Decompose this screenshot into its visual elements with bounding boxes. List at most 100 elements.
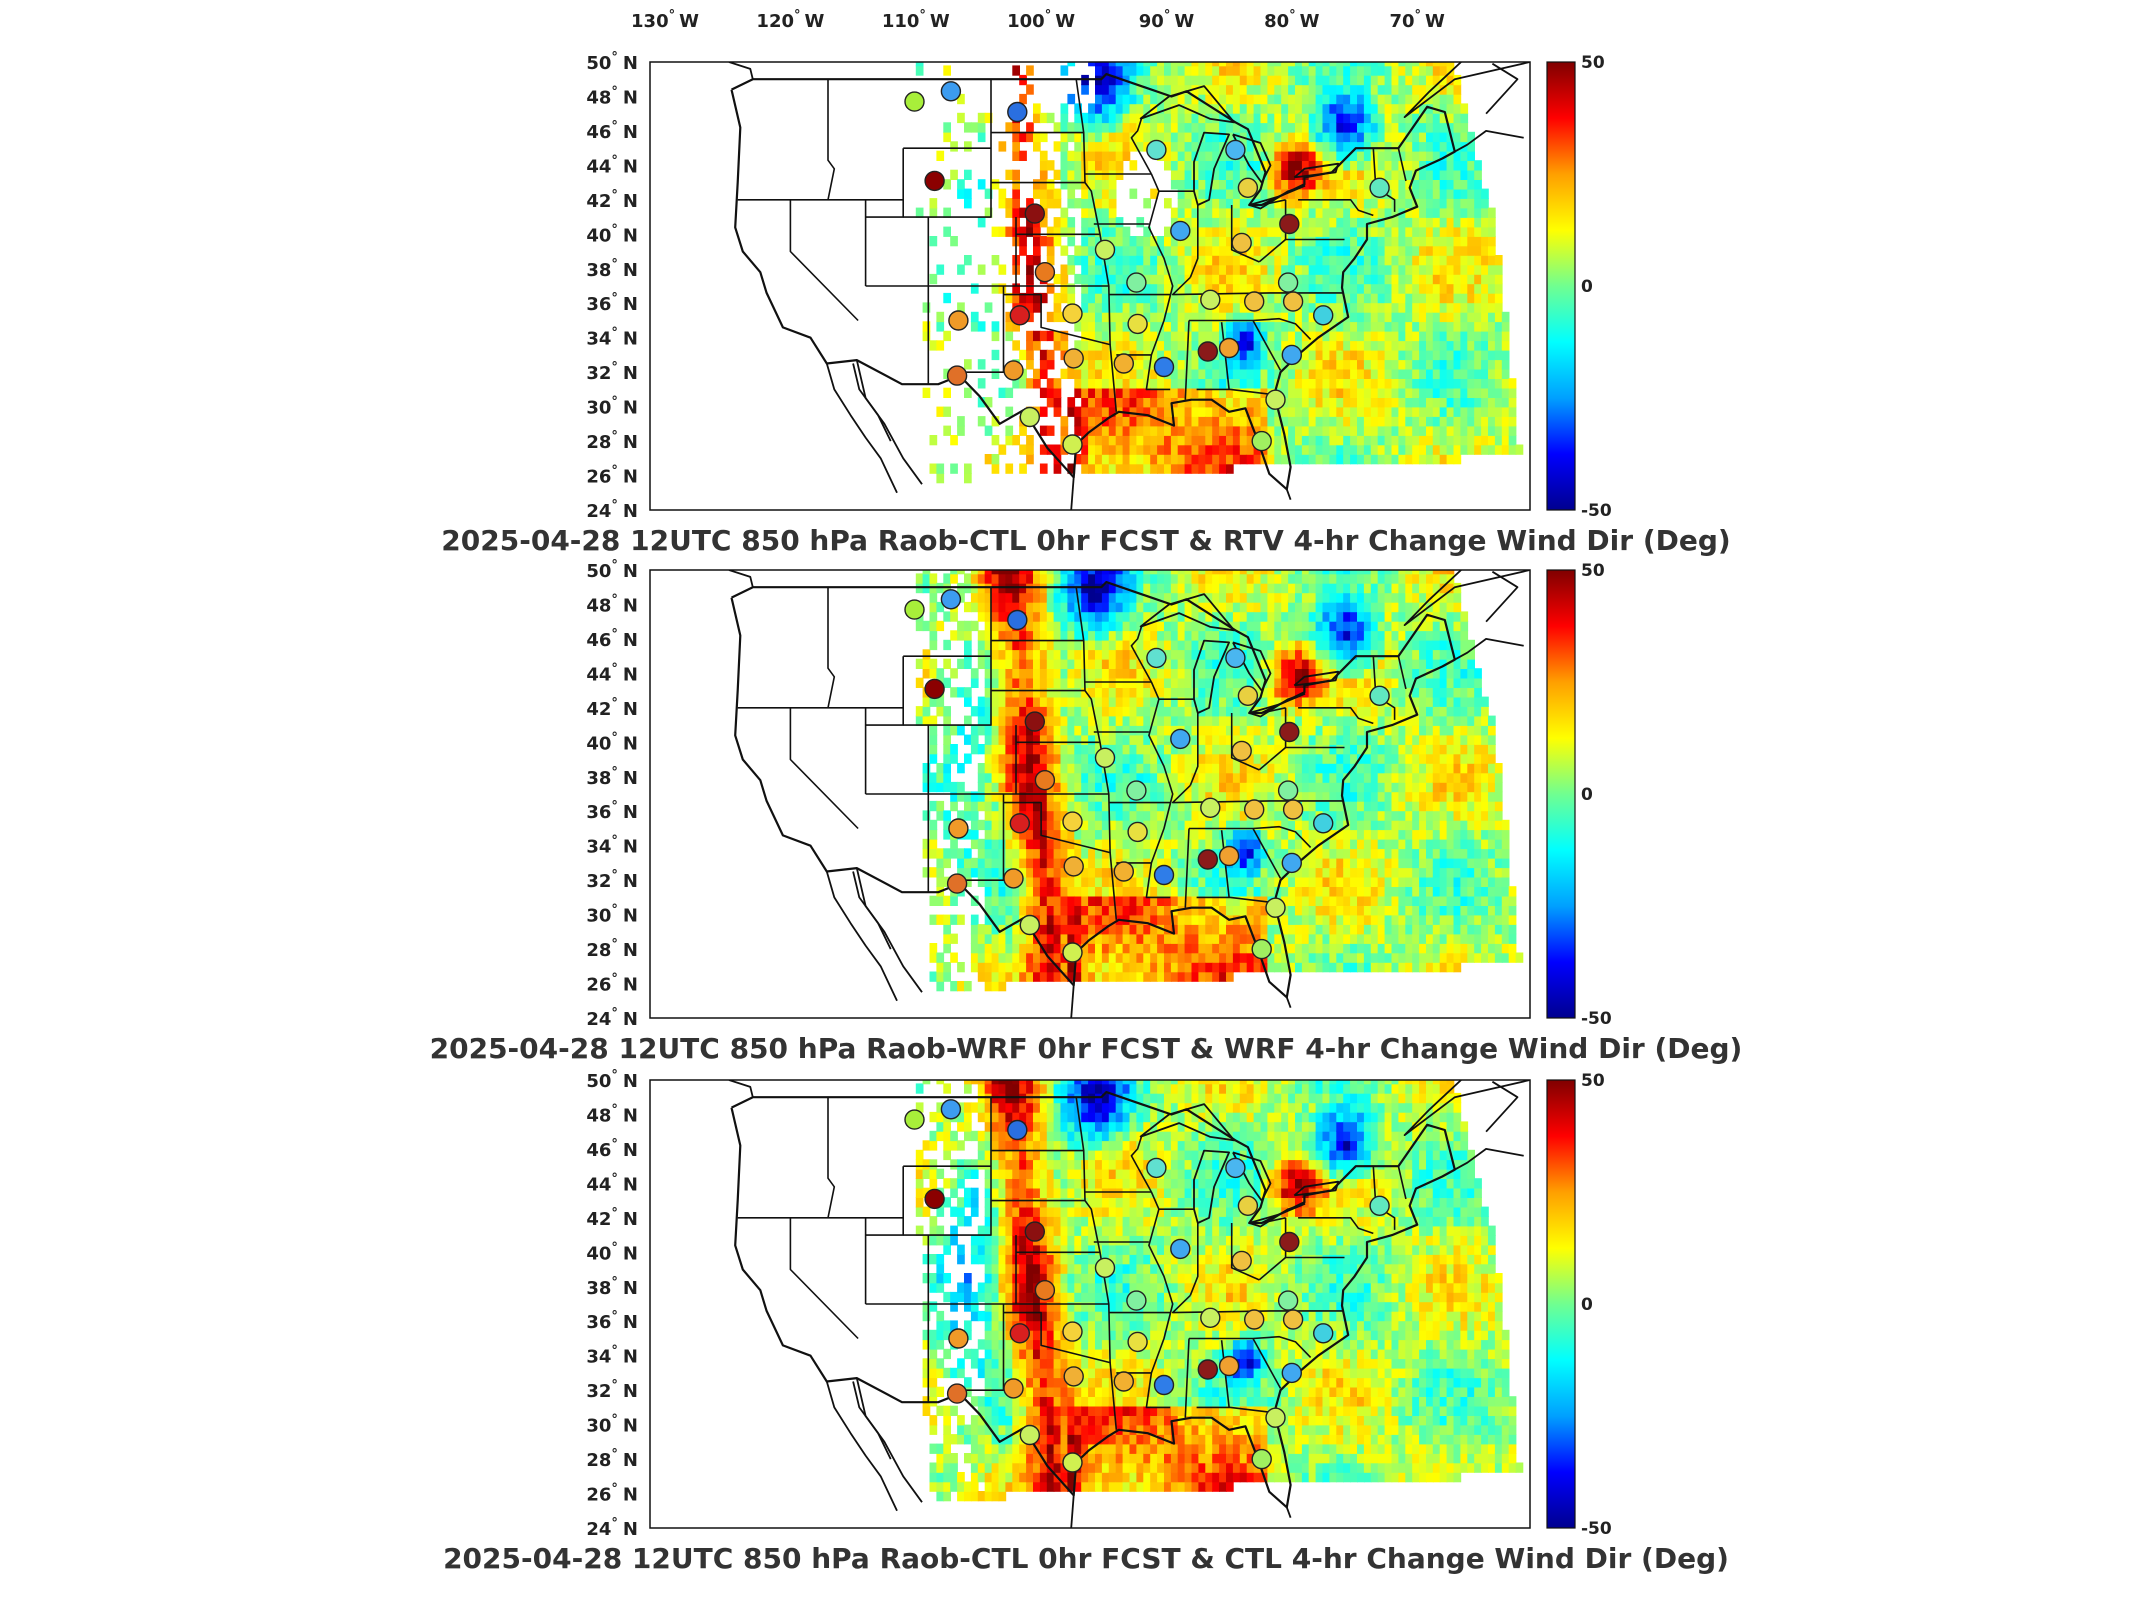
raob-station-marker: [949, 1329, 968, 1348]
colorbar: 50 0 -50: [1547, 53, 1612, 521]
colorbar-tick-label: 0: [1581, 1295, 1593, 1315]
raob-station-marker: [1020, 916, 1039, 935]
lat-tick-label: 32°N: [586, 868, 638, 892]
raob-station-marker: [1171, 729, 1190, 748]
lat-tick-label: 44°N: [586, 661, 638, 685]
colorbar-tick-label: 0: [1581, 277, 1593, 297]
raob-station-marker: [1284, 292, 1303, 311]
colorbar-tick-label: -50: [1581, 1519, 1612, 1539]
raob-station-marker: [1147, 1158, 1166, 1177]
map-panel-3: 50°N48°N46°N44°N42°N40°N38°N36°N34°N32°N…: [443, 1068, 1729, 1575]
raob-station-marker: [1064, 349, 1083, 368]
raob-station-marker: [925, 171, 944, 190]
raob-station-marker: [1127, 781, 1146, 800]
lat-tick-label: 28°N: [586, 937, 638, 961]
raob-station-marker: [1010, 1324, 1029, 1343]
raob-station-marker: [905, 92, 924, 111]
raob-station-marker: [1155, 866, 1174, 885]
raob-station-marker: [1035, 1281, 1054, 1300]
raob-station-marker: [1314, 306, 1333, 325]
colorbar-tick-label: 50: [1581, 1071, 1605, 1091]
raob-station-marker: [948, 366, 967, 385]
lon-tick-label: 120°W: [756, 8, 824, 32]
raob-station-marker: [1035, 263, 1054, 282]
lat-tick-label: 38°N: [586, 257, 638, 281]
raob-station-marker: [1226, 140, 1245, 159]
raob-station-marker: [1063, 1453, 1082, 1472]
raob-station-marker: [949, 311, 968, 330]
lat-tick-label: 32°N: [586, 360, 638, 384]
raob-station-marker: [1314, 1324, 1333, 1343]
raob-station-marker: [1114, 862, 1133, 881]
lat-tick-label: 46°N: [586, 1137, 638, 1161]
raob-station-marker: [1226, 648, 1245, 667]
raob-station-marker: [1147, 648, 1166, 667]
latitude-axis: 50°N48°N46°N44°N42°N40°N38°N36°N34°N32°N…: [586, 50, 638, 522]
panel-title: 2025-04-28 12UTC 850 hPa Raob-CTL 0hr FC…: [441, 524, 1730, 557]
raob-station-marker: [1232, 1251, 1251, 1270]
raob-station-marker: [1198, 1360, 1217, 1379]
panel-title: 2025-04-28 12UTC 850 hPa Raob-WRF 0hr FC…: [430, 1032, 1743, 1065]
lat-tick-label: 50°N: [586, 1068, 638, 1092]
lat-tick-label: 40°N: [586, 222, 638, 246]
raob-station-marker: [1284, 1310, 1303, 1329]
lat-tick-label: 28°N: [586, 429, 638, 453]
raob-station-marker: [1245, 1310, 1264, 1329]
raob-station-marker: [1114, 1372, 1133, 1391]
colorbar-tick-label: -50: [1581, 501, 1612, 521]
latitude-axis: 50°N48°N46°N44°N42°N40°N38°N36°N34°N32°N…: [586, 558, 638, 1030]
lat-tick-label: 40°N: [586, 1240, 638, 1264]
colorbar-tick-label: 0: [1581, 785, 1593, 805]
raob-station-marker: [1008, 611, 1027, 630]
lat-tick-label: 42°N: [586, 188, 638, 212]
raob-station-marker: [1279, 1291, 1298, 1310]
raob-station-marker: [1063, 1322, 1082, 1341]
colorbar-scale: [1547, 570, 1575, 1018]
raob-station-marker: [1220, 1357, 1239, 1376]
raob-station-marker: [1155, 1376, 1174, 1395]
raob-station-marker: [1266, 898, 1285, 917]
raob-station-marker: [941, 590, 960, 609]
raob-station-marker: [1171, 221, 1190, 240]
lat-tick-label: 30°N: [586, 903, 638, 927]
lat-tick-label: 30°N: [586, 395, 638, 419]
latitude-axis: 50°N48°N46°N44°N42°N40°N38°N36°N34°N32°N…: [586, 1068, 638, 1540]
raob-station-marker: [1226, 1158, 1245, 1177]
lat-tick-label: 24°N: [586, 1516, 638, 1540]
raob-station-marker: [1025, 712, 1044, 731]
raob-station-marker: [1114, 354, 1133, 373]
raob-station-marker: [1370, 178, 1389, 197]
raob-station-marker: [1220, 339, 1239, 358]
raob-station-marker: [1280, 1233, 1299, 1252]
raob-station-marker: [1282, 345, 1301, 364]
lat-tick-label: 24°N: [586, 1006, 638, 1030]
raob-station-marker: [1238, 686, 1257, 705]
raob-station-marker: [1128, 314, 1147, 333]
lat-tick-label: 36°N: [586, 799, 638, 823]
lat-tick-label: 26°N: [586, 972, 638, 996]
raob-station-marker: [1201, 1308, 1220, 1327]
raob-station-marker: [1314, 814, 1333, 833]
raob-station-marker: [1279, 273, 1298, 292]
raob-station-marker: [1128, 1332, 1147, 1351]
raob-station-marker: [1020, 1426, 1039, 1445]
raob-station-marker: [1035, 771, 1054, 790]
colorbar-tick-label: 50: [1581, 53, 1605, 73]
raob-station-marker: [1280, 723, 1299, 742]
lat-tick-label: 48°N: [586, 85, 638, 109]
lon-tick-label: 90°W: [1139, 8, 1195, 32]
lat-tick-label: 38°N: [586, 765, 638, 789]
raob-station-marker: [1198, 850, 1217, 869]
raob-station-marker: [905, 600, 924, 619]
lat-tick-label: 34°N: [586, 1344, 638, 1368]
raob-station-marker: [1008, 103, 1027, 122]
raob-station-marker: [1128, 822, 1147, 841]
colorbar-scale: [1547, 62, 1575, 510]
lat-tick-label: 42°N: [586, 1206, 638, 1230]
lon-tick-label: 80°W: [1264, 8, 1320, 32]
raob-station-marker: [1063, 943, 1082, 962]
raob-station-marker: [1198, 342, 1217, 361]
raob-station-marker: [1238, 178, 1257, 197]
map-panel-1: 50°N48°N46°N44°N42°N40°N38°N36°N34°N32°N…: [441, 50, 1730, 557]
colorbar-tick-label: -50: [1581, 1009, 1612, 1029]
